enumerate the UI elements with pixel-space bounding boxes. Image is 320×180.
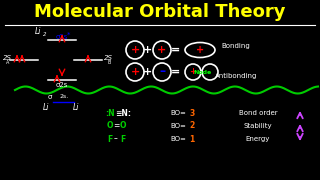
Text: Li: Li [73,102,79,111]
Text: O: O [107,122,113,130]
Text: 2: 2 [189,122,195,130]
Text: +: + [196,45,204,55]
Text: Node: Node [193,69,211,75]
Text: 1: 1 [189,134,195,143]
Text: Antibonding: Antibonding [215,73,257,79]
Text: σ2s: σ2s [56,82,68,88]
Text: 2s.: 2s. [60,94,68,100]
Text: +: + [143,45,153,55]
Text: Energy: Energy [246,136,270,142]
Text: =: = [172,67,180,77]
Text: +: + [130,67,140,77]
Text: Li: Li [35,28,41,37]
Text: Li: Li [43,102,49,111]
Text: Stability: Stability [244,123,272,129]
Text: BO=: BO= [170,123,186,129]
Text: +: + [189,68,196,76]
Text: Bond order: Bond order [239,110,277,116]
Text: B: B [107,60,111,66]
Text: +: + [157,45,167,55]
Text: BO=: BO= [170,136,186,142]
Text: BO=: BO= [170,110,186,116]
Text: O: O [120,122,126,130]
Text: +: + [143,67,153,77]
Text: Molecular Orbital Theory: Molecular Orbital Theory [34,3,286,21]
Text: –: – [114,134,118,143]
Text: –: – [159,66,165,78]
Text: =: = [113,122,119,130]
Text: *: * [67,32,71,38]
Text: ≡N:: ≡N: [115,109,131,118]
Text: 2S: 2S [103,55,113,61]
Text: 2S: 2S [3,55,12,61]
Text: Bonding: Bonding [222,43,250,49]
Text: =: = [172,45,180,55]
Text: σ2s: σ2s [56,34,68,40]
Text: +: + [130,45,140,55]
Text: F: F [108,134,113,143]
Text: :N: :N [105,109,115,118]
Text: A: A [6,60,10,66]
Text: 3: 3 [189,109,195,118]
Text: σ: σ [48,94,52,100]
Text: 2: 2 [43,33,47,37]
Text: F: F [120,134,126,143]
